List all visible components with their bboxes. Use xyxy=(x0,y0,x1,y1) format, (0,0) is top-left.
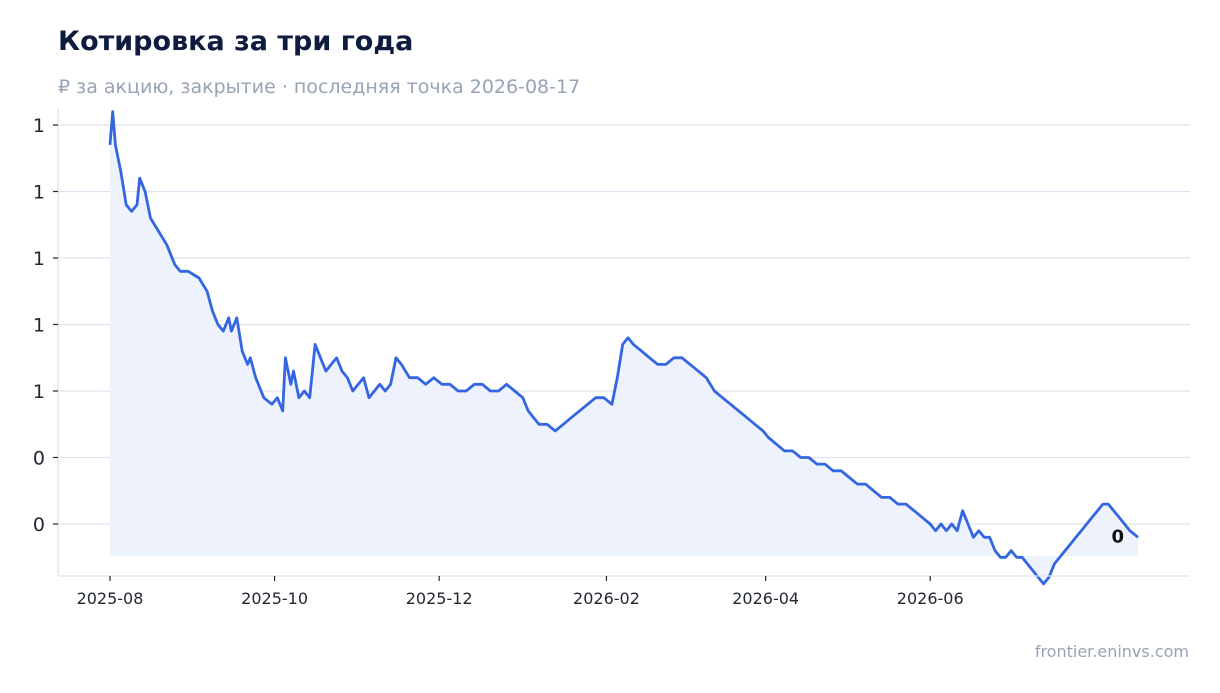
chart-title: Котировка за три года xyxy=(58,26,414,57)
x-ticks: 2025-08 2025-10 2025-12 2026-02 2026-04 2026-… xyxy=(77,576,964,608)
y-tick-label-0: 1 xyxy=(33,115,45,137)
y-tick-label-5: 0 xyxy=(33,448,45,470)
y-ticks: 1 1 1 1 1 0 0 xyxy=(33,115,58,536)
y-tick-label-1: 1 xyxy=(33,182,45,204)
x-tick-label-1: 2025-10 xyxy=(241,589,308,608)
price-line xyxy=(108,110,1139,586)
last-value-label: 0 xyxy=(1111,526,1124,547)
x-tick-label-2: 2025-12 xyxy=(406,589,473,608)
x-tick-label-4: 2026-04 xyxy=(732,589,799,608)
y-tick-label-4: 1 xyxy=(33,381,45,403)
y-tick-label-3: 1 xyxy=(33,315,45,337)
x-tick-label-0: 2025-08 xyxy=(77,589,144,608)
chart-subtitle: ₽ за акцию, закрытие · последняя точка 2… xyxy=(58,76,581,98)
x-tick-label-3: 2026-02 xyxy=(573,589,640,608)
price-area xyxy=(110,111,1138,584)
y-tick-label-2: 1 xyxy=(33,248,45,270)
source-footer: frontier.eninvs.com xyxy=(1034,642,1189,661)
x-tick-label-5: 2026-06 xyxy=(897,589,964,608)
y-tick-label-6: 0 xyxy=(33,514,45,536)
